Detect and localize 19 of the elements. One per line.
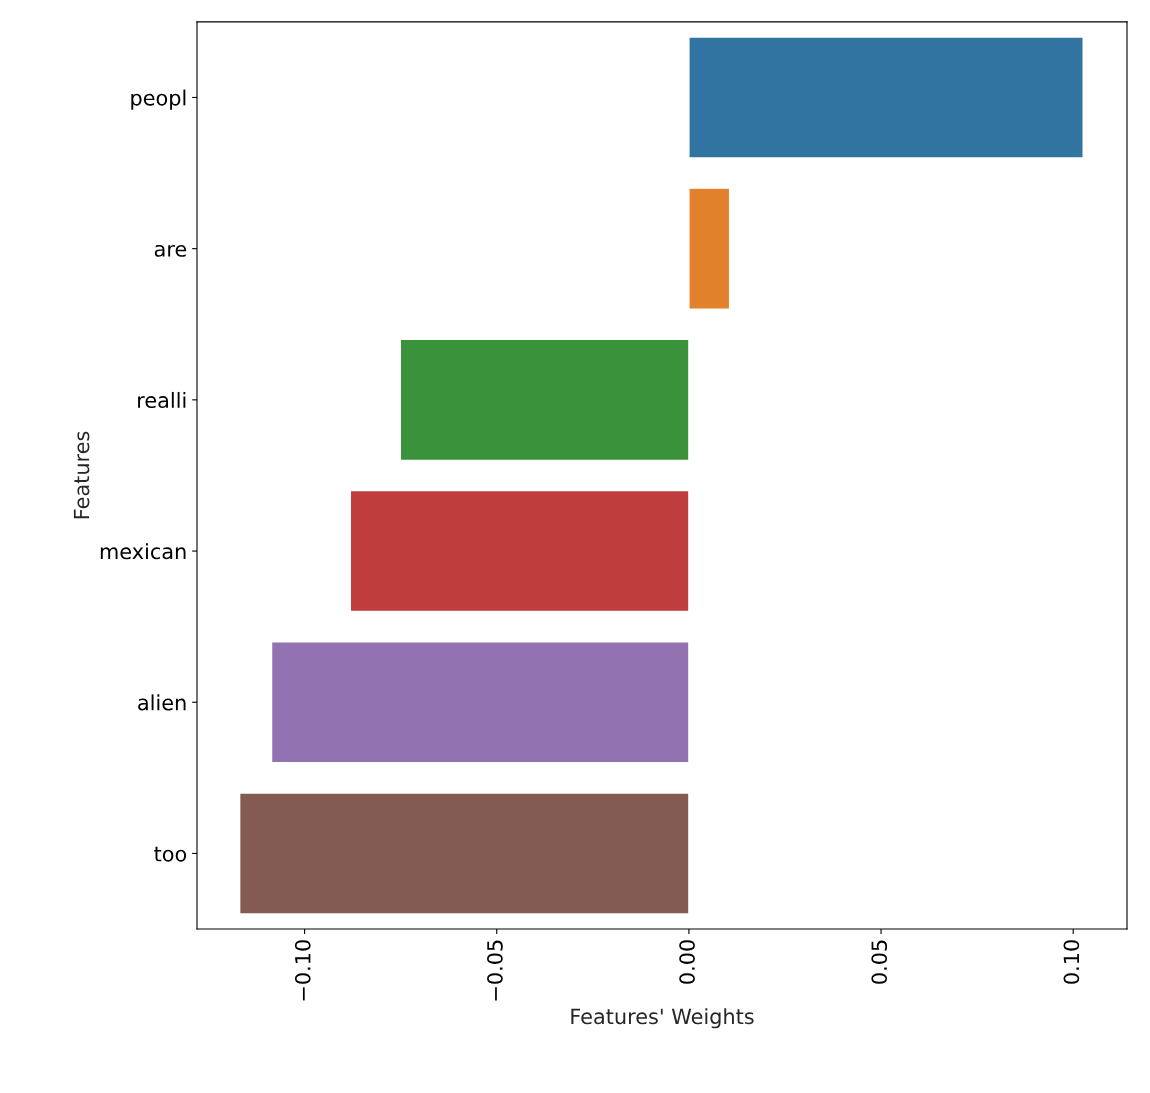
x-axis-title: Features' Weights bbox=[571, 1008, 754, 1029]
bar bbox=[688, 36, 1084, 159]
y-tick-label: realli bbox=[138, 391, 186, 409]
x-tick-label: 0.00 bbox=[679, 940, 695, 984]
bar bbox=[238, 792, 690, 915]
x-tick-label: 0.10 bbox=[1063, 940, 1080, 984]
bar bbox=[349, 489, 690, 613]
bar bbox=[688, 187, 731, 310]
y-axis-title: Features bbox=[73, 431, 90, 519]
bar bbox=[270, 641, 690, 764]
y-tick-label: peopl bbox=[131, 89, 186, 110]
x-tick-label: −0.10 bbox=[294, 940, 311, 1001]
y-tick-label: mexican bbox=[100, 543, 186, 560]
x-tick-label: 0.05 bbox=[871, 940, 888, 984]
y-tick-label: alien bbox=[138, 694, 186, 711]
y-tick-label: too bbox=[154, 846, 187, 862]
y-tick-label: are bbox=[154, 244, 187, 257]
bar bbox=[399, 338, 690, 462]
x-tick-label: −0.05 bbox=[487, 940, 503, 1001]
